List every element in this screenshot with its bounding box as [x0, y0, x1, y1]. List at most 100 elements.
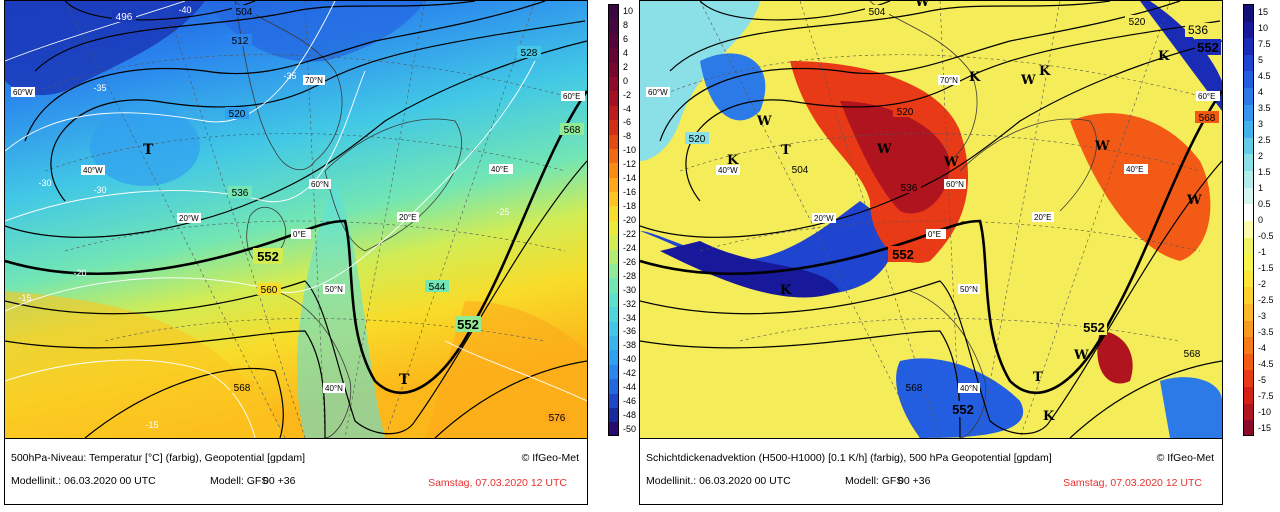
legend-tick-label: -7.5: [1258, 391, 1274, 401]
svg-text:568: 568: [234, 383, 251, 394]
model-init-label: Modellinit.: 06.03.2020 00 UTC: [11, 475, 156, 487]
legend-tick-label: 2: [1258, 151, 1264, 161]
legend-tick-label: -18: [623, 201, 637, 212]
svg-text:K: K: [727, 153, 739, 168]
svg-text:K: K: [1039, 64, 1051, 79]
legend-tick-label: -12: [623, 159, 637, 170]
legend-swatch: [609, 192, 618, 207]
copyright-label: © IfGeo-Met: [1156, 452, 1214, 464]
legend-tick-label: 10: [623, 5, 634, 16]
svg-text:544: 544: [429, 282, 446, 293]
legend-color-bar: [608, 4, 619, 436]
warm-air-southwest: [5, 291, 285, 438]
valid-time-label: Samstag, 07.03.2020 12 UTC: [1063, 477, 1202, 489]
svg-text:W: W: [1186, 193, 1202, 208]
legend-tick-label: 3: [1258, 119, 1264, 129]
svg-text:60°N: 60°N: [946, 180, 964, 189]
cold-core: [90, 106, 200, 186]
legend-swatch: [609, 264, 618, 279]
legend-swatch: [609, 249, 618, 265]
legend-tick-label: 10: [1258, 23, 1269, 33]
legend-tick-label: -6: [623, 117, 632, 128]
svg-text:20°E: 20°E: [399, 213, 416, 222]
svg-text:60°E: 60°E: [1198, 92, 1215, 101]
legend-swatch: [1244, 121, 1253, 138]
svg-text:W: W: [1094, 139, 1110, 154]
legend-swatch: [609, 364, 618, 380]
svg-text:40°E: 40°E: [1126, 165, 1143, 174]
svg-text:536: 536: [901, 183, 918, 194]
scandinavia-coast: [324, 118, 462, 252]
svg-text:520: 520: [229, 109, 246, 120]
legend-swatch: [1244, 403, 1253, 421]
legend-tick-label: 2.5: [1258, 135, 1271, 145]
legend-swatch: [609, 120, 618, 135]
svg-text:50°N: 50°N: [325, 285, 343, 294]
legend-swatch: [609, 350, 618, 365]
copyright-label: © IfGeo-Met: [521, 452, 579, 464]
legend-swatch: [609, 335, 618, 351]
svg-text:568: 568: [1184, 349, 1201, 360]
legend-tick-label: -10: [1258, 407, 1272, 417]
legend-swatch: [609, 307, 618, 322]
legend-swatch: [609, 134, 618, 149]
legend-tick-label: 1.5: [1258, 167, 1271, 177]
map-caption-title: 500hPa-Niveau: Temperatur [°C] (farbig),…: [11, 452, 306, 464]
svg-text:552: 552: [1083, 320, 1105, 335]
svg-text:T: T: [781, 143, 791, 158]
cold-advection-band-core: [660, 241, 840, 298]
legend-swatch: [1244, 171, 1253, 188]
legend-tick-label: 7.5: [1258, 39, 1271, 49]
svg-text:W: W: [1073, 348, 1089, 363]
svg-text:568: 568: [564, 125, 581, 136]
legend-swatch: [1244, 303, 1253, 321]
svg-text:W: W: [943, 155, 959, 170]
legend-tick-label: -1: [1258, 247, 1267, 257]
grid-coordinate-labels: 60°W 40°W 20°W 0°E 20°E 40°E 60°E 70°N 6…: [11, 75, 585, 393]
legend-swatch: [609, 76, 618, 92]
model-init-label: Modellinit.: 06.03.2020 00 UTC: [646, 475, 791, 487]
legend-tick-label: 3.5: [1258, 103, 1271, 113]
legend-tick-label: -42: [623, 368, 637, 379]
legend-swatch: [1244, 237, 1253, 255]
legend-swatch: [609, 48, 618, 63]
legend-swatch: [1244, 71, 1253, 89]
svg-text:0°E: 0°E: [928, 230, 941, 239]
legend-swatch: [1244, 187, 1253, 205]
legend-tick-label: 0.5: [1258, 199, 1271, 209]
svg-text:496: 496: [116, 12, 133, 23]
legend-tick-label: -46: [623, 396, 637, 407]
isotherm-value-labels: -40 -35 -35 -30 -30 -25 -20 -15 -15: [18, 5, 509, 430]
legend-tick-label: -10: [623, 145, 637, 156]
svg-text:50°N: 50°N: [960, 285, 978, 294]
svg-text:568: 568: [1199, 113, 1216, 124]
legend-tick-label: -38: [623, 340, 637, 351]
legend-swatch: [609, 163, 618, 178]
legend-swatch: [1244, 220, 1253, 238]
legend-swatch: [1244, 54, 1253, 72]
legend-tick-label: 2: [623, 61, 629, 72]
temperature-color-legend: 10 8 6 4 2 0 -2 -4 -6 -8 -10 -12 -14 -16 -18 -20 -22 -24 -…: [605, 4, 645, 436]
svg-text:T: T: [1033, 370, 1043, 385]
legend-tick-label: -15: [1258, 423, 1272, 433]
legend-tick-label: 0: [1258, 215, 1264, 225]
legend-swatch: [609, 321, 618, 336]
warm-advection-southeast: [1097, 331, 1133, 384]
legend-swatch: [609, 407, 618, 423]
legend-tick-label: -4: [1258, 343, 1267, 353]
legend-tick-label: -3: [1258, 311, 1267, 321]
svg-text:560: 560: [261, 285, 278, 296]
grid-coordinate-labels: 60°W 40°W 20°W 0°E 20°E 40°E 60°E 70°N 6…: [646, 75, 1220, 393]
cold-trough-tongue: [296, 181, 385, 438]
legend-tick-label: 4: [623, 47, 629, 58]
legend-tick-label: -4: [623, 103, 632, 114]
legend-swatch: [609, 235, 618, 250]
svg-text:W: W: [876, 142, 892, 157]
svg-text:K: K: [969, 70, 981, 85]
lat-lon-grid: [659, 1, 1201, 438]
model-label: Modell: GFS: [845, 475, 904, 487]
legend-tick-label: -48: [623, 410, 637, 421]
contour-value-labels: 504 504 520 520 520 536 536 552 552 552 …: [685, 5, 1221, 417]
legend-swatch: [1244, 254, 1253, 271]
legend-swatch: [1244, 320, 1253, 338]
